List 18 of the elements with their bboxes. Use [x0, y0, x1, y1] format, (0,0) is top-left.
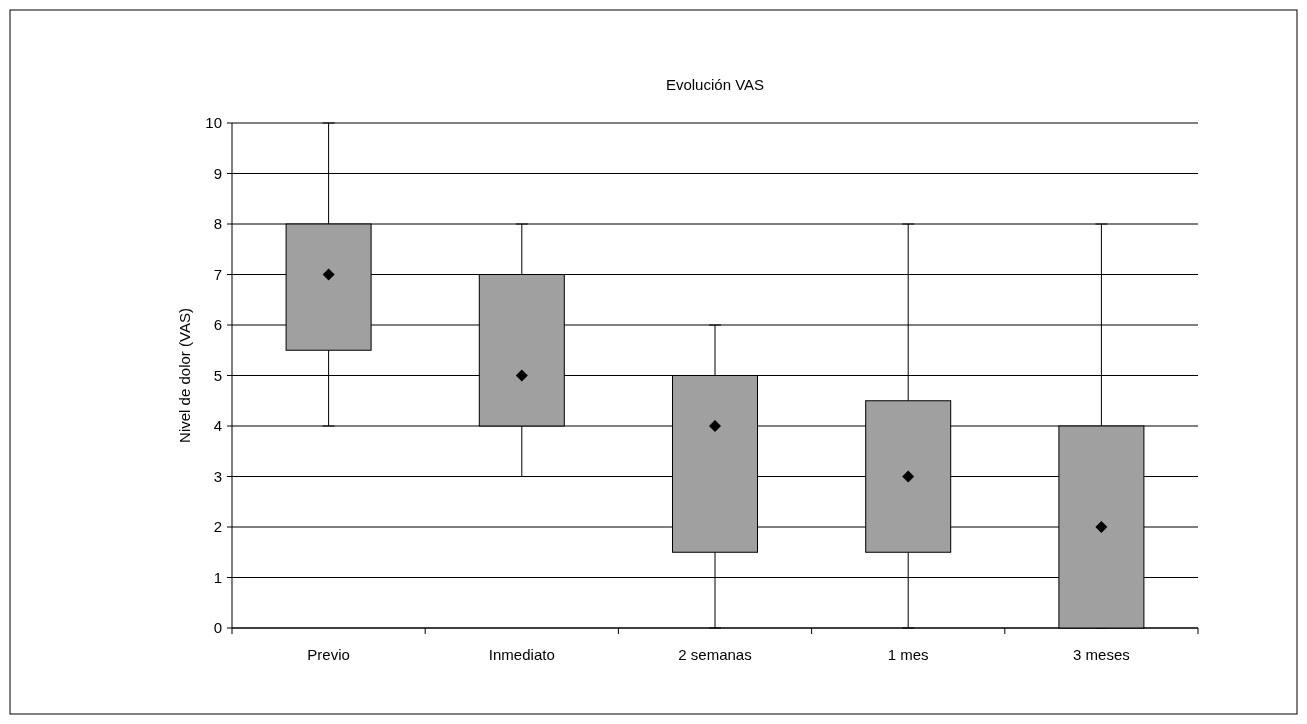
x-tick-label: Inmediato: [488, 646, 555, 663]
y-tick-label: 6: [213, 316, 222, 334]
y-axis-title: Nivel de dolor (VAS): [176, 308, 193, 443]
y-tick-label: 7: [213, 265, 222, 283]
y-tick-label: 5: [213, 366, 222, 384]
y-tick-label: 10: [205, 114, 222, 132]
x-tick-label: 2 semanas: [678, 646, 752, 663]
x-tick-label: 3 meses: [1073, 646, 1130, 663]
y-tick-label: 1: [213, 568, 222, 586]
y-tick-label: 0: [213, 619, 222, 637]
y-tick-label: 9: [213, 164, 222, 182]
y-tick-label: 2: [213, 518, 222, 536]
y-tick-label: 8: [213, 215, 222, 233]
x-tick-label: 1 mes: [887, 646, 929, 663]
x-tick-label: Previo: [307, 646, 350, 663]
y-tick-label: 4: [213, 417, 222, 435]
chart-title: Evolución VAS: [665, 76, 765, 93]
y-tick-label: 3: [213, 467, 222, 485]
